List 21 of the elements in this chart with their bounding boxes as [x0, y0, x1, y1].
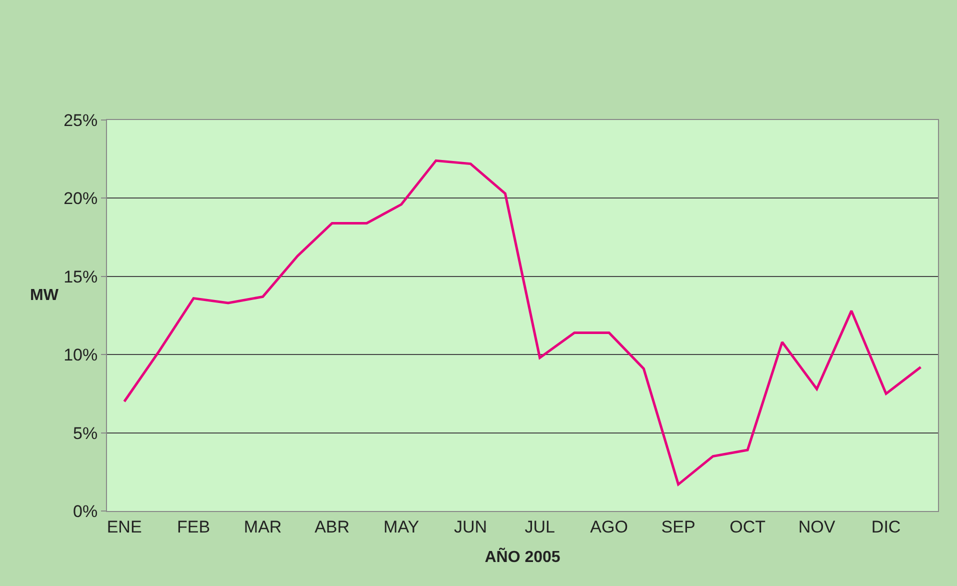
x-tick-label: JUN [454, 517, 488, 536]
x-tick-label: OCT [730, 517, 766, 536]
y-tick-label: 25% [64, 110, 98, 130]
y-tick-label: 15% [64, 267, 98, 286]
y-tick-label: 20% [64, 189, 98, 208]
x-tick-label: NOV [798, 517, 836, 536]
y-tick-label: 10% [64, 346, 98, 365]
x-tick-label: ABR [314, 517, 350, 536]
y-tick-label: 5% [73, 424, 98, 443]
y-axis-title: MW [30, 287, 60, 304]
x-axis-title: AÑO 2005 [484, 547, 560, 566]
line-series [123, 159, 922, 486]
x-tick-label: MAR [244, 517, 282, 536]
x-tick-label: AGO [590, 517, 628, 536]
x-tick-label: SEP [661, 517, 696, 536]
x-tick-label: DIC [871, 517, 901, 536]
y-tick-label: 0% [73, 502, 98, 521]
x-tick-label: JUL [524, 517, 555, 536]
x-tick-label: FEB [177, 517, 210, 536]
x-tick-label: MAY [384, 517, 420, 536]
x-tick-label: ENE [106, 517, 142, 536]
